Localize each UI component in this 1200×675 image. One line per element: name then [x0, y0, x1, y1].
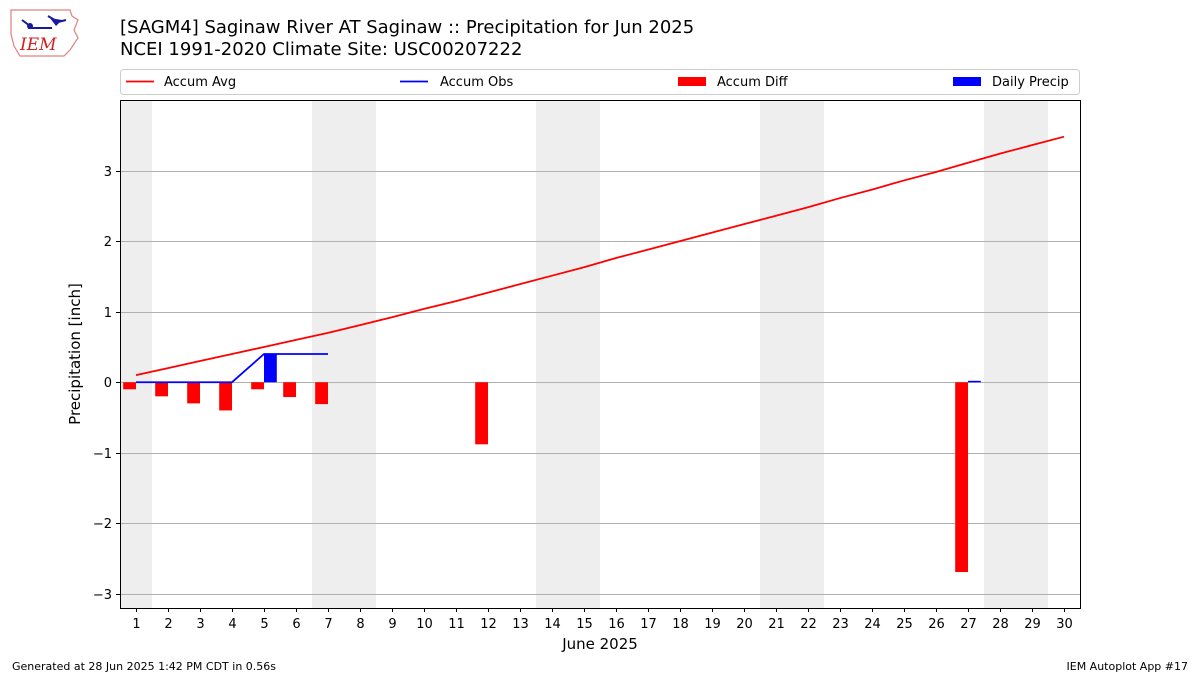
y-tick-label: −1 [93, 447, 112, 462]
y-tick-label: 3 [104, 165, 112, 180]
x-tick-label: 10 [416, 617, 433, 632]
weekend-band-2 [536, 100, 600, 608]
iem-logo: IEM [10, 9, 79, 57]
x-tick-label: 1 [132, 617, 140, 632]
legend-swatch-daily-precip [953, 77, 981, 86]
y-axis-ticks: −3 −2 −1 0 1 2 3 [93, 165, 120, 603]
x-tick-label: 6 [292, 617, 300, 632]
accum-diff-bar-6 [283, 382, 296, 398]
daily-precip-bar-27 [968, 380, 981, 383]
y-tick-label: −2 [93, 517, 112, 532]
x-tick-label: 8 [356, 617, 364, 632]
y-axis-label: Precipitation [inch] [66, 283, 84, 425]
legend-swatch-accum-diff [678, 77, 706, 86]
weekend-band-3 [760, 100, 824, 608]
generated-footer: Generated at 28 Jun 2025 1:42 PM CDT in … [12, 660, 277, 673]
x-tick-label: 5 [260, 617, 268, 632]
accum-avg-line [135, 135, 1065, 377]
legend-label-daily-precip: Daily Precip [992, 75, 1069, 90]
app-footer: IEM Autoplot App #17 [1066, 660, 1189, 673]
x-tick-label: 27 [960, 617, 977, 632]
x-tick-label: 4 [228, 617, 236, 632]
accum-diff-bar-5 [251, 382, 264, 390]
x-tick-label: 11 [448, 617, 465, 632]
x-tick-label: 23 [832, 617, 849, 632]
weekend-band-4 [984, 100, 1048, 608]
accum-diff-bar-7 [315, 382, 328, 405]
x-tick-label: 9 [388, 617, 396, 632]
legend-label-accum-avg: Accum Avg [164, 75, 236, 90]
legend-frame [120, 69, 1080, 95]
grid-lines [120, 171, 1080, 595]
x-tick-label: 13 [512, 617, 529, 632]
y-tick-label: 1 [104, 306, 112, 321]
accum-diff-bar-12 [475, 382, 488, 445]
x-tick-label: 29 [1024, 617, 1041, 632]
weekend-band-0 [120, 100, 152, 608]
x-tick-label: 28 [992, 617, 1009, 632]
weekend-shading [120, 100, 1048, 608]
chart-subtitle: NCEI 1991-2020 Climate Site: USC00207222 [120, 39, 523, 60]
logo-text: IEM [19, 35, 57, 55]
plot-frame [120, 100, 1081, 609]
x-tick-label: 12 [480, 617, 497, 632]
chart-title: [SAGM4] Saginaw River AT Saginaw :: Prec… [120, 17, 695, 38]
x-tick-label: 21 [768, 617, 785, 632]
x-tick-label: 19 [704, 617, 721, 632]
x-tick-label: 25 [896, 617, 913, 632]
x-tick-label: 22 [800, 617, 817, 632]
daily-precip-bar-5 [264, 354, 277, 383]
accum-diff-bar-3 [187, 382, 200, 404]
accum-diff-bar-2 [155, 382, 168, 397]
x-tick-label: 14 [544, 617, 561, 632]
x-tick-label: 18 [672, 617, 689, 632]
y-tick-label: 2 [104, 235, 112, 250]
accum-diff-bar-1 [123, 382, 136, 390]
legend-label-accum-obs: Accum Obs [440, 75, 513, 90]
x-axis-ticks: 1 2 3 4 5 6 7 8 9 10 11 12 13 14 15 16 17 18 19 20 21 22 23 24 2… [132, 608, 1073, 632]
x-tick-label: 3 [196, 617, 204, 632]
accum-diff-bar-27 [955, 382, 968, 573]
x-axis-label: June 2025 [561, 635, 638, 653]
y-tick-label: −3 [93, 588, 112, 603]
accum-obs-line [136, 353, 328, 384]
x-tick-label: 20 [736, 617, 753, 632]
x-tick-label: 16 [608, 617, 625, 632]
bars [123, 354, 981, 573]
legend-label-accum-diff: Accum Diff [717, 75, 789, 90]
series-lines [135, 135, 1065, 384]
x-tick-label: 26 [928, 617, 945, 632]
x-tick-label: 17 [640, 617, 657, 632]
x-tick-label: 15 [576, 617, 593, 632]
accum-diff-bar-4 [219, 382, 232, 411]
y-tick-label: 0 [104, 376, 112, 391]
x-tick-label: 7 [324, 617, 332, 632]
x-tick-label: 2 [164, 617, 172, 632]
x-tick-label: 30 [1056, 617, 1073, 632]
x-tick-label: 24 [864, 617, 881, 632]
legend: Accum Avg Accum Obs Accum Diff Daily Precip [120, 69, 1080, 95]
